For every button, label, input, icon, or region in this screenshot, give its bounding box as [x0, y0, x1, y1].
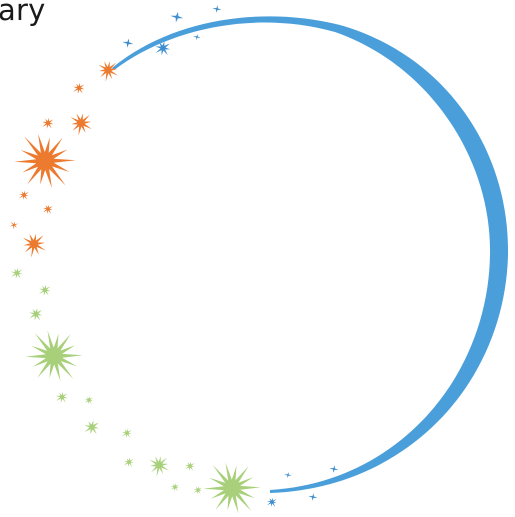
- ring-arc: [112, 16, 509, 493]
- partial-title: ary: [0, 0, 46, 27]
- sparkle-star-6: [73, 82, 85, 94]
- sparkle-star-21: [121, 428, 132, 438]
- sparkle-star-3: [155, 41, 170, 56]
- sparkle-star-18: [56, 391, 68, 403]
- sparkle-star-25: [170, 483, 179, 492]
- sparkle-star-29: [284, 472, 292, 479]
- sparkle-star-1: [212, 5, 222, 13]
- sparkle-star-12: [10, 221, 19, 230]
- sparkle-star-0: [170, 11, 184, 23]
- sparkle-star-9: [14, 133, 76, 189]
- sparkle-star-15: [39, 284, 51, 296]
- sparkle-star-5: [98, 61, 118, 82]
- sparkle-star-8: [70, 113, 92, 136]
- sparkle-star-31: [329, 465, 339, 473]
- sparkle-star-23: [149, 456, 169, 477]
- sparkle-star-10: [18, 190, 29, 200]
- sparkle-star-27: [203, 462, 261, 514]
- sparkle-star-11: [42, 204, 53, 214]
- sparkle-star-17: [25, 330, 83, 382]
- sparkle-star-14: [11, 267, 23, 279]
- sparkle-star-4: [193, 34, 201, 41]
- sparkle-star-7: [42, 117, 54, 129]
- sparkle-star-26: [193, 486, 202, 495]
- sparkle-star-2: [122, 38, 134, 48]
- sparkle-star-19: [84, 396, 93, 405]
- sparkle-star-20: [84, 420, 99, 435]
- sparkle-star-28: [266, 497, 277, 507]
- sparkle-star-16: [29, 308, 43, 321]
- sparkle-star-30: [308, 493, 318, 501]
- sparkle-star-22: [123, 457, 134, 467]
- sparkle-star-13: [22, 233, 46, 258]
- sparkle-star-24: [184, 461, 195, 471]
